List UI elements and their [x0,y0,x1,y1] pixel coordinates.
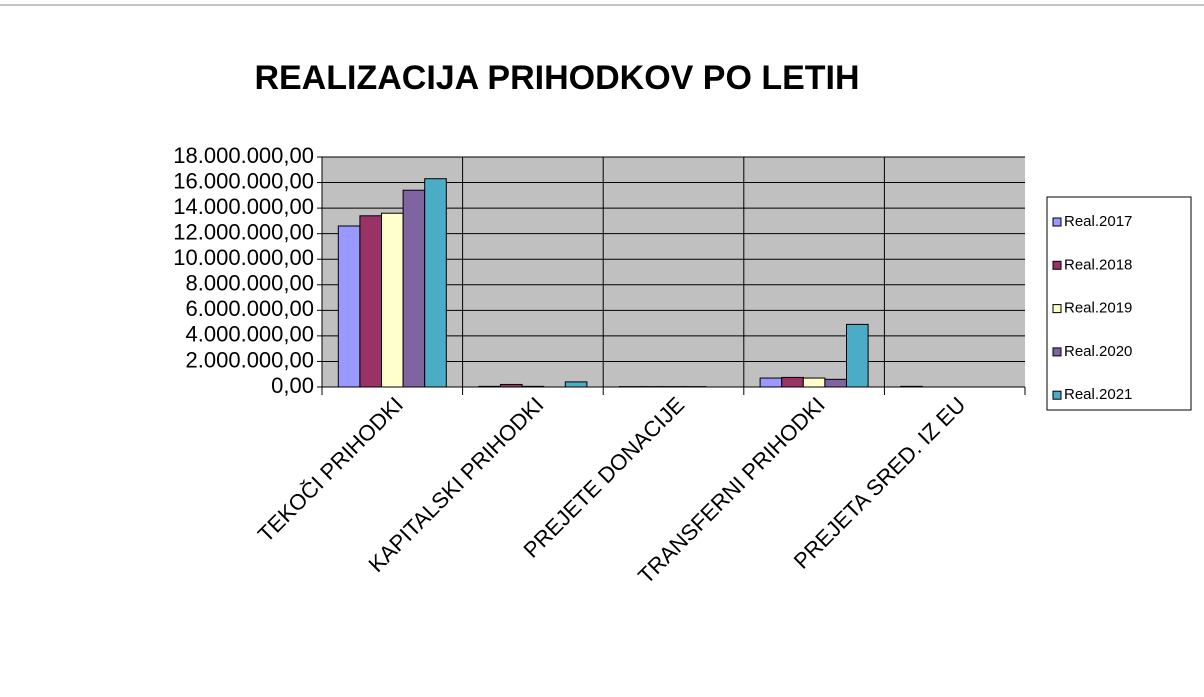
x-tick-label: TEKOČI PRIHODKI [253,392,408,547]
legend-label: Real.2021 [1064,386,1132,403]
legend-swatch [1052,217,1062,227]
bar [478,385,501,388]
legend-box [1046,196,1192,411]
bar [500,383,523,388]
bar [759,377,783,388]
bar [337,225,361,388]
bar [900,385,923,388]
bar [846,323,869,388]
y-tick-label: 8.000.000,00 [186,271,314,296]
bar [802,377,826,388]
legend-label: Real.2018 [1064,256,1132,273]
bar [781,376,804,388]
bar [564,381,588,388]
bar [381,212,404,388]
y-tick-label: 12.000.000,00 [173,219,314,244]
bar [359,215,382,388]
bar [824,378,848,388]
y-tick-label: 0,00 [271,373,314,398]
legend-label: Real.2019 [1064,300,1132,317]
legend-swatch [1052,260,1062,270]
y-tick-label: 2.000.000,00 [186,347,314,372]
y-tick-label: 6.000.000,00 [186,296,314,321]
y-tick-label: 10.000.000,00 [173,245,314,270]
y-tick-label: 18.000.000,00 [173,143,314,168]
bar [424,178,447,388]
legend-swatch [1052,304,1062,314]
bar [402,189,426,388]
y-tick-label: 16.000.000,00 [173,168,314,193]
legend-label: Real.2020 [1064,343,1132,360]
y-tick-label: 4.000.000,00 [186,322,314,347]
y-tick-label: 14.000.000,00 [173,194,314,219]
legend-swatch [1052,390,1062,400]
bar [521,385,545,388]
x-tick-label: PREJETE DONACIJE [518,392,689,563]
chart-title: REALIZACIJA PRIHODKOV PO LETIH [254,59,859,97]
legend-label: Real.2017 [1064,213,1132,230]
legend-swatch [1052,347,1062,357]
